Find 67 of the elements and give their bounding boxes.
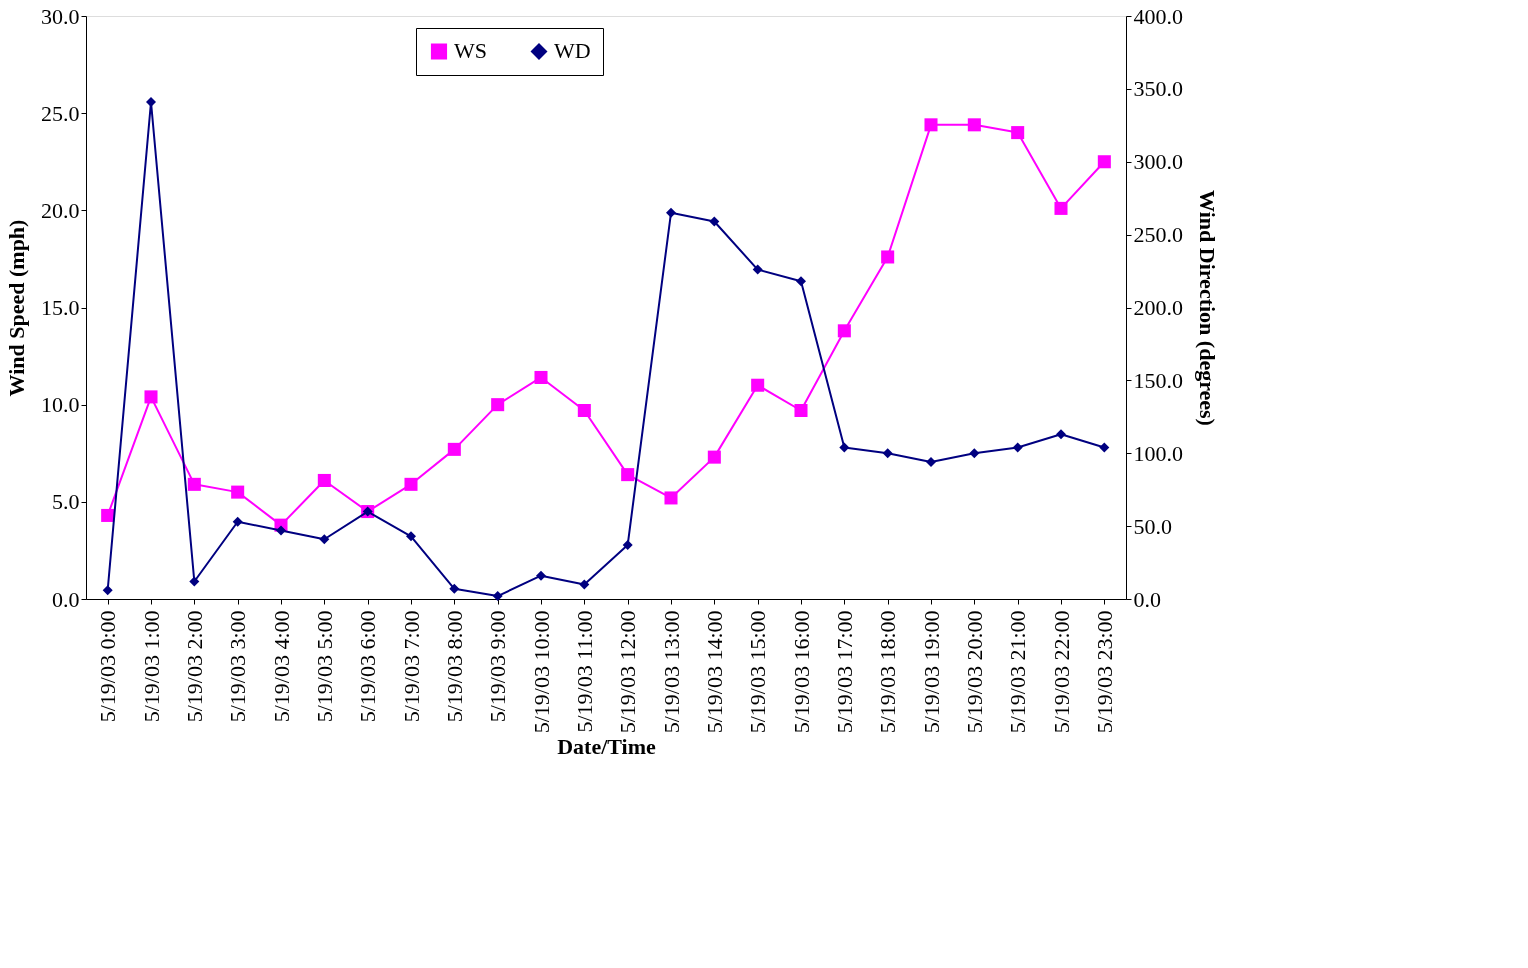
y2-tick-label: 300.0	[1133, 149, 1183, 175]
point	[837, 324, 851, 338]
y2-tick-label: 200.0	[1133, 295, 1183, 320]
point	[187, 477, 201, 491]
point	[1054, 201, 1068, 215]
x-tick-label: 5/19/03 11:00	[571, 610, 597, 733]
y2-tick-label: 350.0	[1133, 76, 1183, 102]
x-tick-label: 5/19/03 22:00	[1048, 610, 1074, 734]
y-tick-label: 5.0	[52, 489, 80, 515]
x-tick-label: 5/19/03 13:00	[658, 610, 684, 734]
point	[1097, 155, 1111, 169]
y2-tick-label: 400.0	[1133, 3, 1183, 29]
point	[404, 477, 418, 491]
x-tick-label: 5/19/03 18:00	[875, 610, 901, 734]
y2-tick-label: 0.0	[1133, 586, 1161, 612]
point	[881, 250, 895, 264]
y2-tick-label: 150.0	[1133, 367, 1183, 393]
point	[231, 485, 245, 499]
legend-label: WS	[454, 38, 487, 64]
x-tick-label: 5/19/03 12:00	[615, 610, 641, 734]
legend-label: WD	[554, 38, 591, 64]
x-tick-label: 5/19/03 6:00	[355, 610, 381, 723]
x-tick-label: 5/19/03 19:00	[918, 610, 944, 734]
x-tick-label: 5/19/03 4:00	[268, 610, 294, 723]
x-tick-label: 5/19/03 9:00	[485, 610, 511, 723]
point	[794, 403, 808, 418]
x-tick-label: 5/19/03 0:00	[95, 610, 121, 723]
x-tick-label: 5/19/03 8:00	[441, 610, 467, 723]
point	[1011, 126, 1025, 140]
point	[534, 370, 548, 384]
y-tick-label: 0.0	[52, 586, 80, 612]
x-tick-label: 5/19/03 5:00	[311, 610, 337, 723]
point	[101, 508, 115, 522]
point	[144, 390, 158, 404]
y2-tick-label: 100.0	[1133, 440, 1183, 466]
point	[664, 491, 678, 505]
y-tick-label: 30.0	[41, 3, 80, 29]
point	[751, 378, 765, 392]
x-axis-title: Date/Time	[557, 734, 657, 760]
x-tick-label: 5/19/03 16:00	[788, 610, 814, 734]
x-tick-label: 5/19/03 15:00	[745, 610, 771, 734]
point	[924, 118, 938, 132]
point	[447, 442, 461, 456]
point	[317, 473, 331, 487]
y-axis-title: Wind Speed (mph)	[4, 219, 29, 397]
y-tick-label: 20.0	[41, 197, 80, 223]
x-tick-label: 5/19/03 21:00	[1005, 610, 1031, 734]
point	[707, 450, 721, 464]
y-tick-label: 15.0	[41, 295, 80, 320]
x-tick-label: 5/19/03 14:00	[701, 610, 727, 734]
x-tick-label: 5/19/03 2:00	[181, 610, 207, 723]
y-tick-label: 10.0	[41, 392, 80, 418]
point	[967, 118, 981, 132]
x-tick-label: 5/19/03 7:00	[398, 610, 424, 723]
x-tick-label: 5/19/03 3:00	[225, 610, 251, 723]
x-tick-label: 5/19/03 10:00	[528, 610, 554, 734]
point	[577, 403, 591, 418]
x-tick-label: 5/19/03 20:00	[961, 610, 987, 734]
y2-tick-label: 50.0	[1133, 513, 1172, 539]
x-tick-label: 5/19/03 23:00	[1091, 610, 1117, 734]
x-tick-label: 5/19/03 1:00	[138, 610, 164, 723]
x-tick-label: 5/19/03 17:00	[831, 610, 857, 734]
point	[621, 468, 635, 482]
y2-tick-label: 250.0	[1133, 222, 1183, 248]
point	[491, 398, 505, 412]
y2-axis-title: Wind Direction (degrees)	[1195, 190, 1220, 426]
y-tick-label: 25.0	[41, 100, 80, 126]
